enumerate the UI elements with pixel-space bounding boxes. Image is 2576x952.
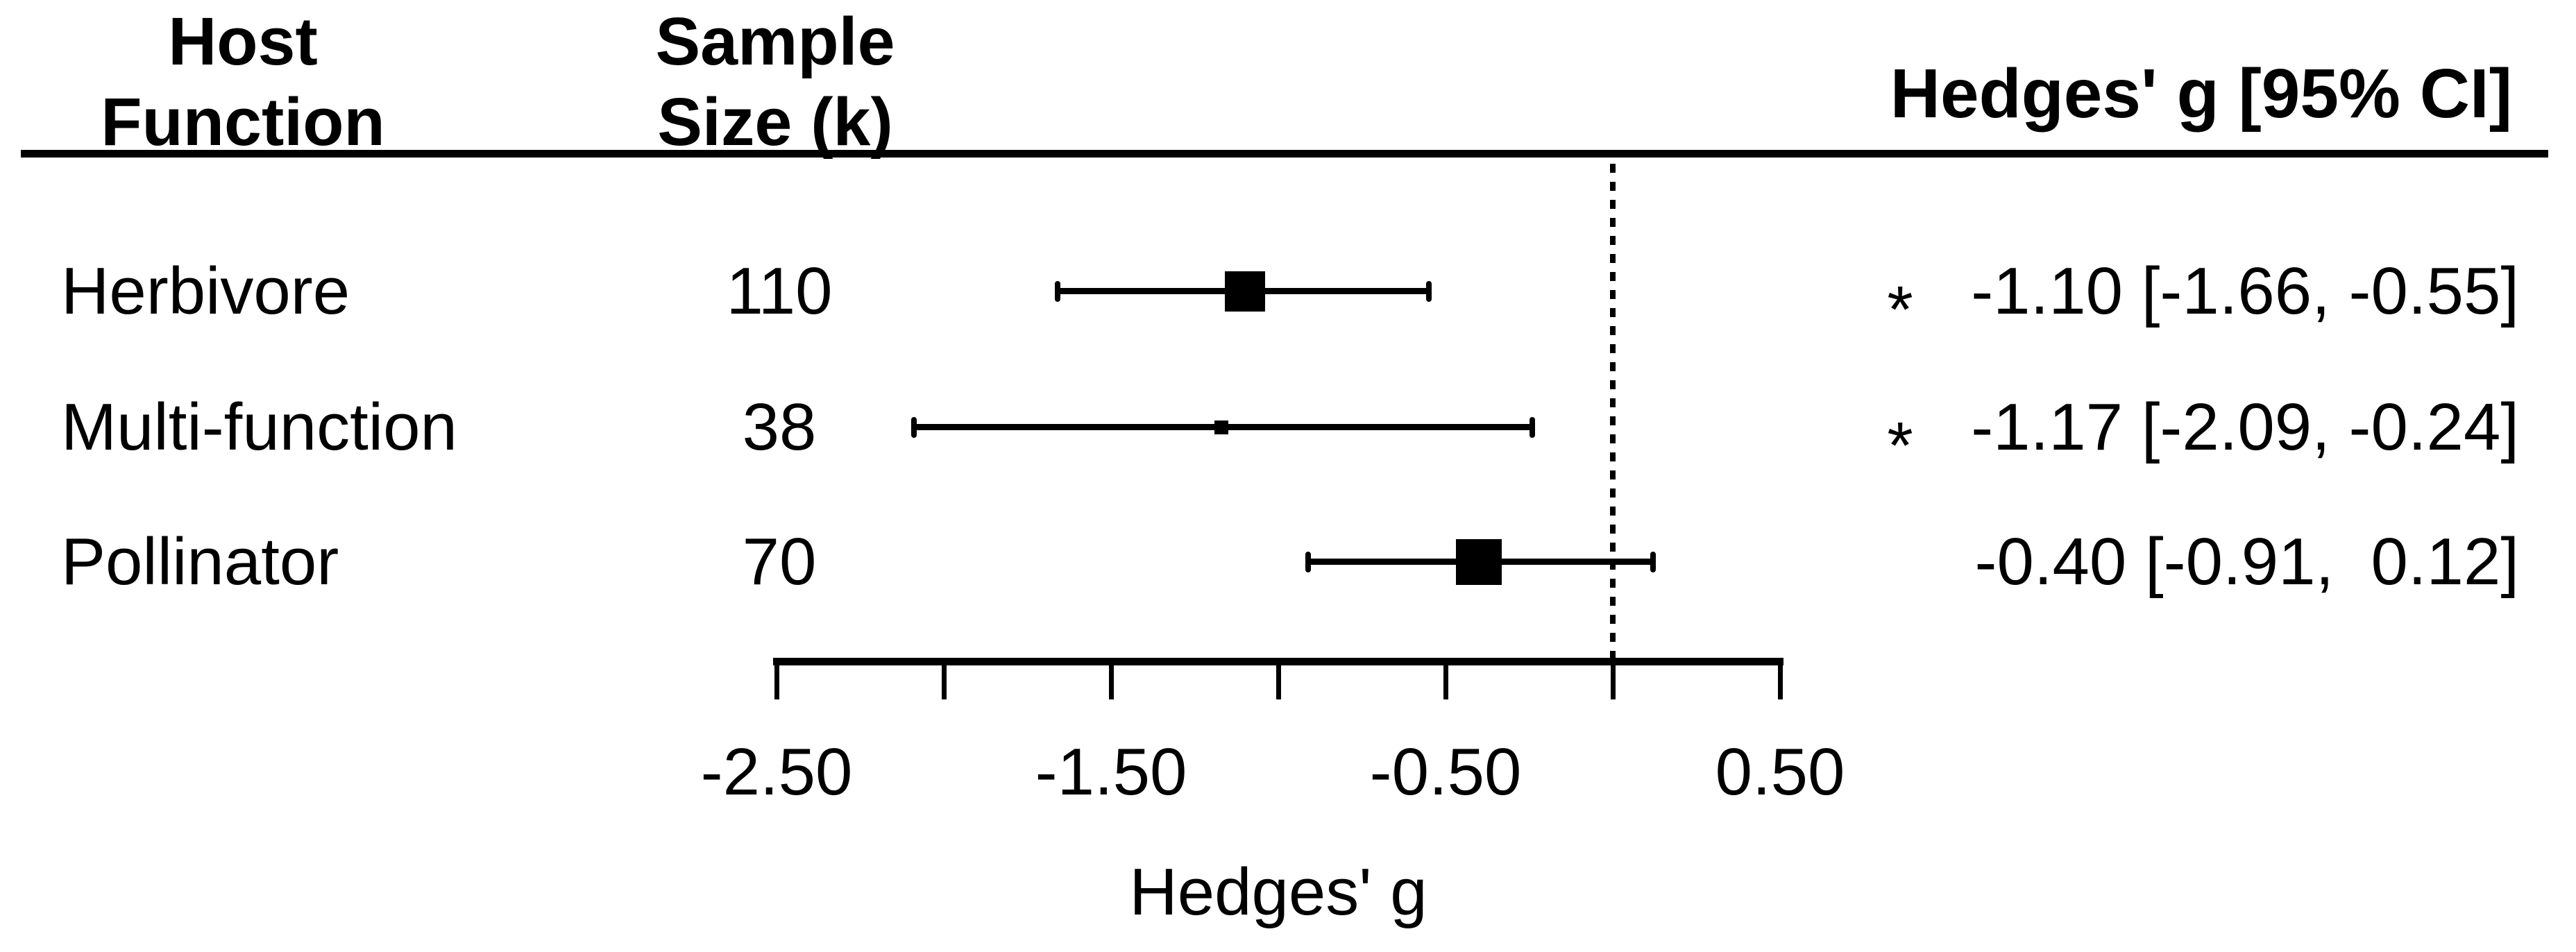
row-label: Pollinator (61, 525, 339, 599)
row-sample-size: 70 (742, 525, 817, 599)
column-header-sample-size: Sample Size (k) (655, 3, 895, 160)
column-header-host-function: Host Function (101, 3, 385, 160)
axis-tick (774, 658, 779, 699)
zero-reference-line (1610, 164, 1616, 658)
x-axis-title: Hedges' g (1129, 855, 1427, 929)
axis-tick-label: 0.50 (1715, 735, 1845, 809)
row-estimate-ci: -1.10 [-1.66, -0.55] (1971, 254, 2519, 328)
axis-tick (1108, 658, 1114, 699)
row-label: Multi-function (61, 390, 457, 464)
table-row: Pollinator 70 -0.40 [-0.91, 0.12] (0, 522, 2576, 602)
axis-tick (1443, 658, 1448, 699)
axis-tick-label: -2.50 (700, 735, 853, 809)
ci-upper-cap (1650, 552, 1656, 572)
axis-tick (1610, 658, 1616, 699)
axis-tick (1777, 658, 1783, 699)
row-label: Herbivore (61, 254, 350, 328)
table-row: Herbivore 110 * -1.10 [-1.66, -0.55] (0, 251, 2576, 347)
confidence-interval-bar (913, 424, 1533, 430)
row-estimate-ci: -1.17 [-2.09, -0.24] (1971, 390, 2519, 464)
row-sample-size: 110 (726, 254, 833, 328)
row-estimate-ci: -0.40 [-0.91, 0.12] (1974, 525, 2520, 599)
axis-tick (941, 658, 947, 699)
axis-tick-label: -0.50 (1369, 735, 1522, 809)
significance-asterisk: * (1887, 273, 1913, 347)
significance-asterisk: * (1887, 409, 1913, 483)
confidence-interval-bar (1057, 288, 1429, 294)
significance-asterisk (1858, 522, 1942, 602)
column-header-effect-size: Hedges' g [95% CI] (1890, 55, 2512, 133)
axis-tick (1276, 658, 1281, 699)
header-rule (21, 150, 2548, 158)
confidence-interval-bar (1308, 559, 1653, 565)
x-axis-line (773, 658, 1783, 665)
row-sample-size: 38 (742, 390, 817, 464)
table-row: Multi-function 38 * -1.17 [-2.09, -0.24] (0, 387, 2576, 483)
ci-upper-cap (1425, 281, 1432, 302)
ci-upper-cap (1530, 417, 1536, 438)
axis-tick-label: -1.50 (1035, 735, 1187, 809)
